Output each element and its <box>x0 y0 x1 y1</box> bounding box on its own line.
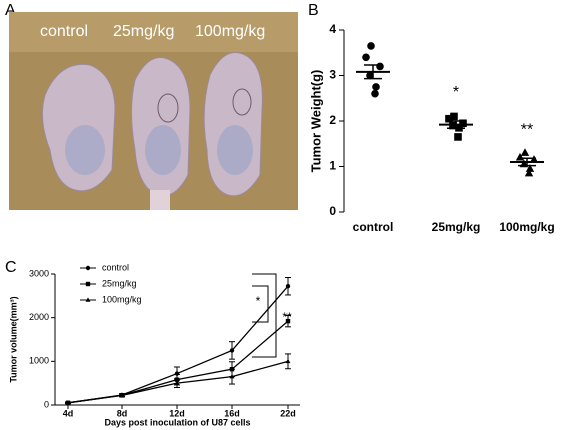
line <box>67 320 289 404</box>
photo: control 25mg/kg 100mg/kg <box>9 12 298 210</box>
marker <box>362 53 370 62</box>
annotation: * <box>256 294 261 308</box>
y-tick-label: 2 <box>329 113 336 127</box>
tumor-outline <box>157 88 252 123</box>
annotation: ** <box>282 310 292 324</box>
marker <box>229 348 235 353</box>
marker <box>285 284 291 289</box>
marker <box>285 358 291 364</box>
annotation: * <box>453 84 459 101</box>
marker <box>85 297 91 302</box>
line <box>67 360 289 404</box>
marker <box>367 42 375 50</box>
marker <box>174 380 180 385</box>
mice <box>41 52 263 197</box>
x-tick-label: 4d <box>63 408 74 418</box>
photo-background <box>9 12 298 52</box>
y-tick-label: 0 <box>44 399 49 409</box>
marker <box>376 62 384 71</box>
marker <box>524 168 534 177</box>
photo-label: control <box>40 23 88 40</box>
legend-label: 100mg/kg <box>102 294 142 304</box>
panel-label: A <box>5 2 16 19</box>
x-tick-label: 22d <box>280 408 296 418</box>
marker <box>119 392 125 398</box>
annotation: ** <box>521 122 533 139</box>
y-tick-label: 1000 <box>29 356 49 366</box>
y-tick-label: 4 <box>329 22 336 36</box>
x-tick-label: control <box>353 220 394 234</box>
x-tick-label: 100mg/kg <box>499 220 554 234</box>
marker <box>65 400 71 405</box>
marker <box>229 373 235 379</box>
dye <box>65 125 253 175</box>
y-tick-label: 3000 <box>29 268 49 278</box>
marker <box>459 119 467 128</box>
x-tick-label: 25mg/kg <box>432 220 481 234</box>
y-tick-label: 3 <box>329 68 336 82</box>
legend-label: control <box>102 262 129 272</box>
marker <box>445 114 453 123</box>
x-tick-label: 16d <box>224 408 240 418</box>
y-tick-label: 1 <box>329 159 336 173</box>
marker <box>520 148 530 156</box>
x-axis-label: Days post inoculation of U87 cells <box>104 417 250 427</box>
panel-label: B <box>308 2 319 19</box>
x-tick-label: 8d <box>117 408 128 418</box>
bracket <box>252 273 277 358</box>
y-tick-label: 0 <box>329 204 336 218</box>
panel-label: C <box>5 259 17 276</box>
marker <box>372 83 380 91</box>
y-tick-label: 2000 <box>29 312 49 322</box>
marker <box>371 89 379 98</box>
y-axis-label: Tumor volume(mm³) <box>8 296 18 382</box>
marker <box>366 71 374 80</box>
tail <box>150 190 170 210</box>
legend-label: 25mg/kg <box>102 278 137 288</box>
marker <box>85 265 91 271</box>
marker <box>450 112 458 121</box>
marker <box>285 318 291 324</box>
marker <box>85 281 91 287</box>
x-tick-label: 12d <box>169 408 185 418</box>
photo-label: 100mg/kg <box>195 23 265 40</box>
marker <box>525 164 535 172</box>
photo-label: 25mg/kg <box>113 23 174 40</box>
marker <box>454 133 462 141</box>
y-axis-label: Tumor Weight(g) <box>308 70 323 173</box>
